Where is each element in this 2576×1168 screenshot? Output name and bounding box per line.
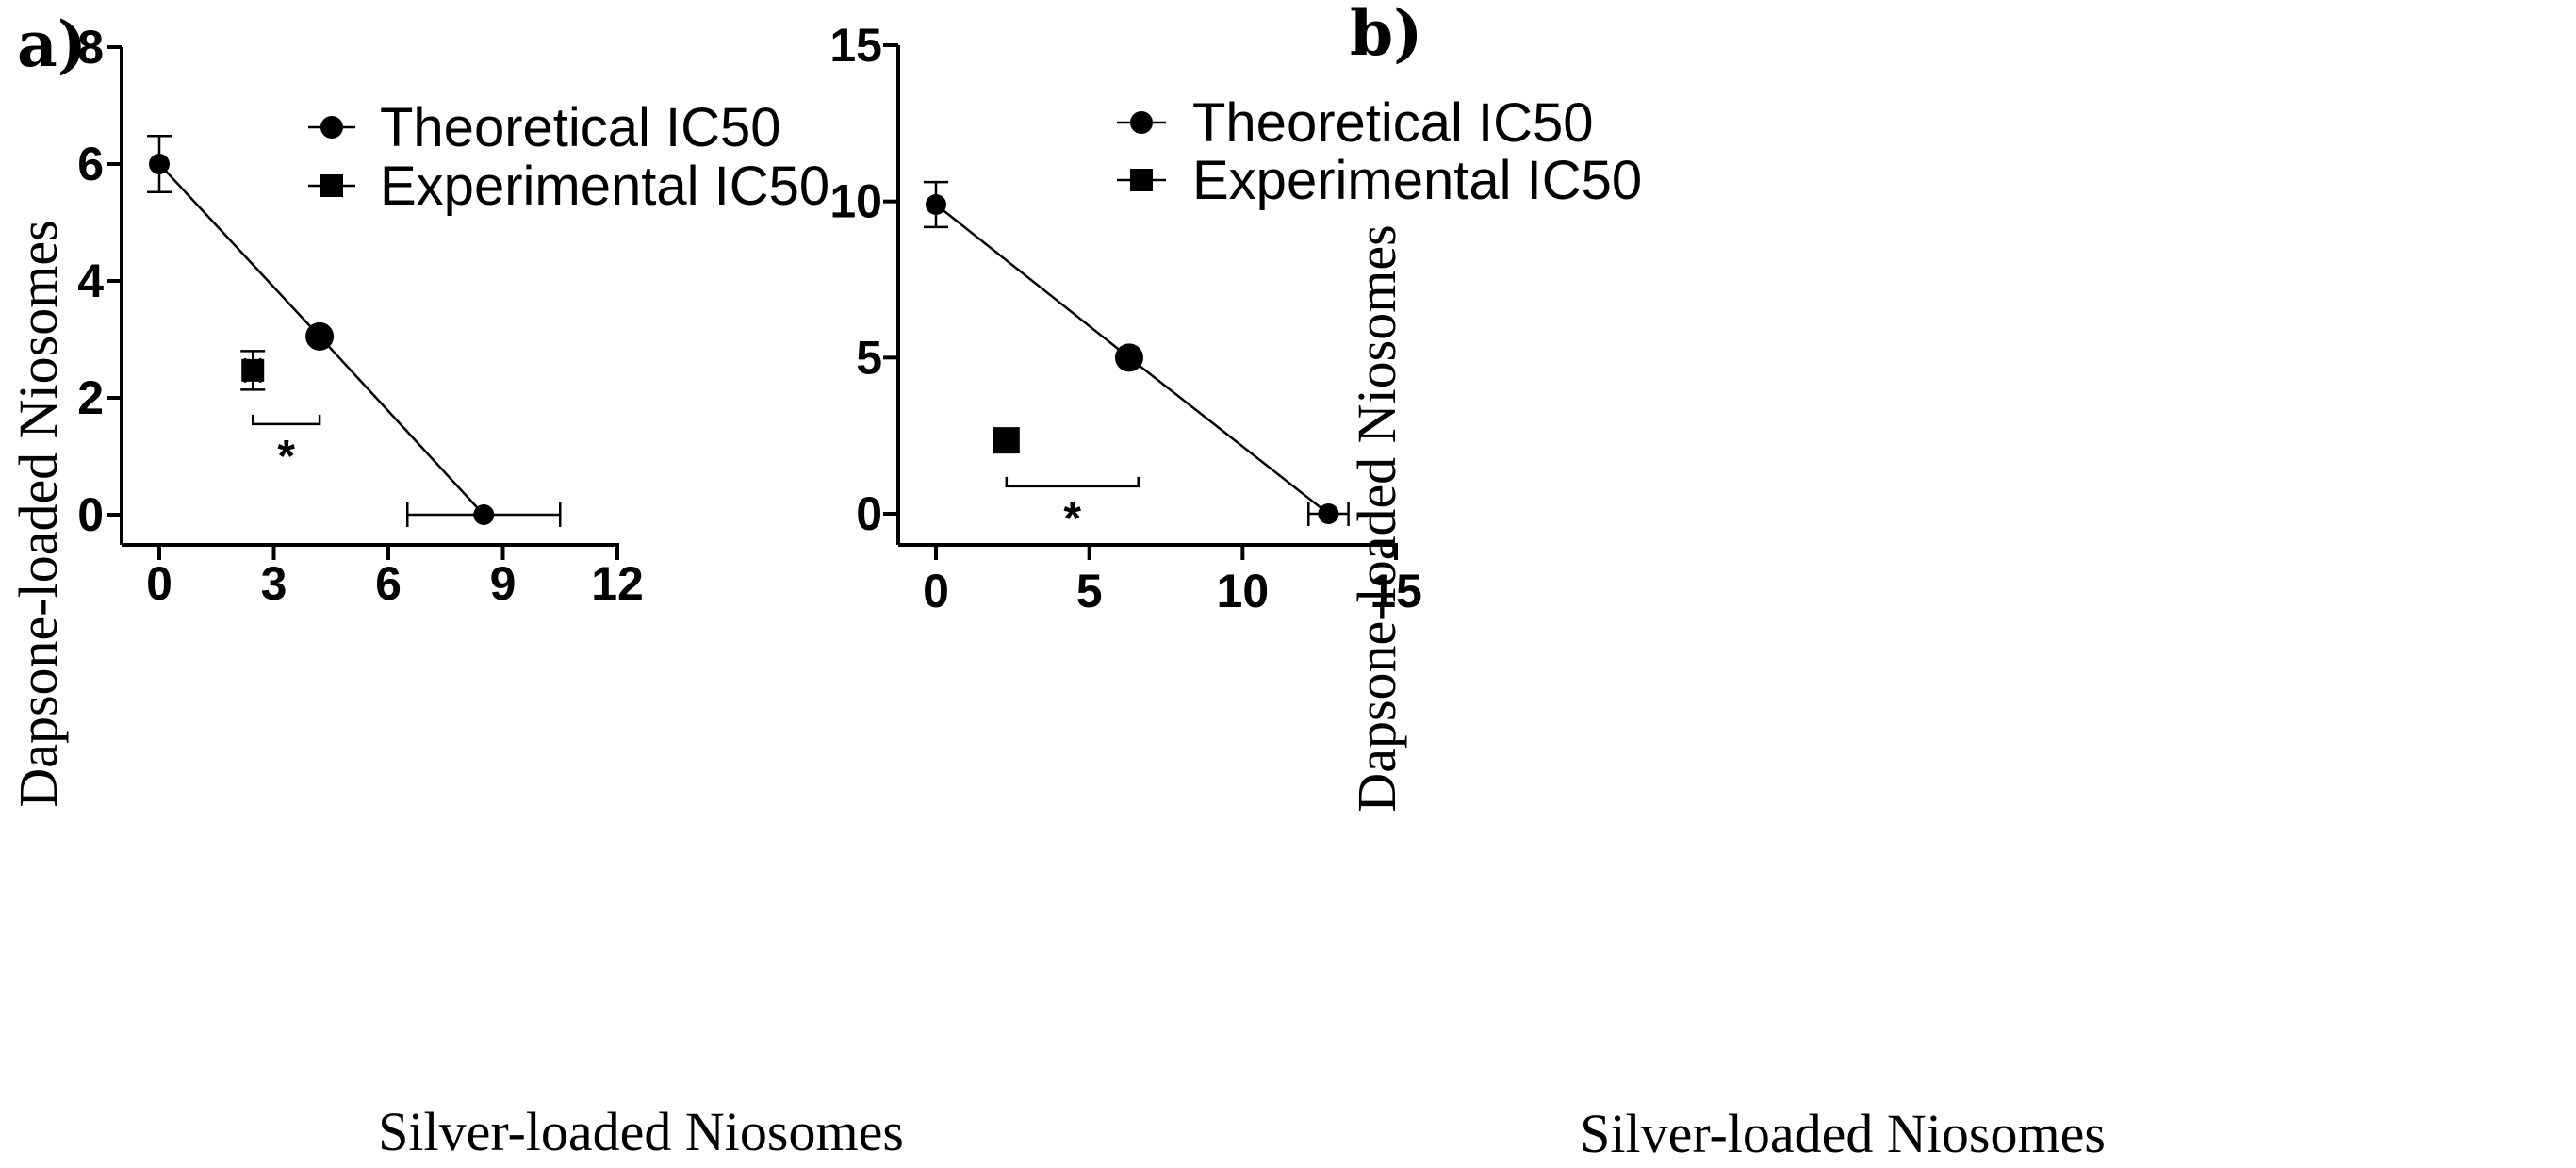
legend-marker-experimental — [320, 174, 343, 197]
panel-a: a) Dapsone-loaded Niosomes Silver-loaded… — [8, 8, 904, 1162]
y-tick-label: 6 — [77, 138, 104, 190]
panel-b-label: b) — [1350, 0, 1422, 70]
significance-bracket — [1005, 476, 1140, 488]
x-tick-label: 15 — [1370, 565, 1422, 617]
x-tick-label: 6 — [375, 557, 402, 610]
significance-star: * — [277, 432, 295, 482]
data-point-experimental — [241, 358, 265, 382]
panel-a-y-axis-title: Dapsone-loaded Niosomes — [8, 220, 69, 807]
significance-bracket — [251, 414, 321, 426]
legend-marker-experimental — [1130, 169, 1153, 191]
x-tick-label: 9 — [490, 557, 517, 610]
y-tick-label: 2 — [77, 371, 104, 424]
legend-marker-theoretical — [320, 116, 343, 139]
data-point-theoretical — [473, 504, 495, 525]
y-tick-label: 0 — [856, 487, 882, 540]
y-tick-label: 0 — [77, 488, 104, 541]
significance-star: * — [1063, 494, 1081, 544]
x-tick-label: 0 — [923, 565, 949, 617]
legend-label-experimental: Experimental IC50 — [380, 156, 829, 217]
x-tick-label: 10 — [1217, 565, 1270, 617]
x-tick-label: 0 — [146, 557, 172, 610]
panel-b-y-axis-title: Dapsone-loaded Niosomes — [1346, 224, 1407, 812]
legend-label-theoretical: Theoretical IC50 — [1192, 92, 1594, 154]
data-point-theoretical — [926, 193, 946, 215]
y-tick-label: 15 — [829, 19, 882, 72]
data-point-theoretical — [1114, 343, 1143, 372]
panel-b-x-axis-title: Silver-loaded Niosomes — [1580, 1103, 2106, 1164]
panel-a-label: a) — [17, 8, 87, 81]
legend-marker-theoretical — [1130, 111, 1153, 134]
y-tick-label: 5 — [856, 331, 882, 384]
x-tick-label: 3 — [261, 557, 287, 610]
x-tick-label: 5 — [1076, 565, 1103, 617]
legend-label-experimental: Experimental IC50 — [1192, 150, 1642, 211]
data-point-theoretical — [305, 321, 335, 351]
data-point-theoretical — [1318, 503, 1339, 524]
y-tick-label: 4 — [77, 255, 104, 307]
y-tick-label: 10 — [829, 175, 882, 228]
legend-label-theoretical: Theoretical IC50 — [380, 97, 781, 158]
x-tick-label: 12 — [591, 557, 644, 610]
panel-b: b) Dapsone-loaded Niosomes Silver-loaded… — [829, 0, 2106, 1164]
y-tick-label: 8 — [77, 21, 104, 74]
data-point-experimental — [993, 427, 1020, 454]
data-point-theoretical — [149, 154, 170, 174]
panel-a-x-axis-title: Silver-loaded Niosomes — [378, 1101, 904, 1162]
